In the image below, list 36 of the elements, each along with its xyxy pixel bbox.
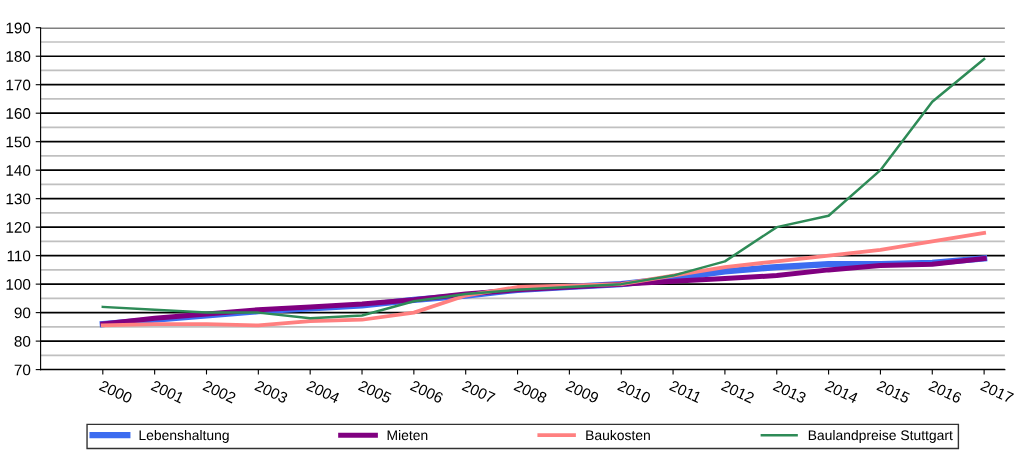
x-tick-label: 2005 [357, 380, 393, 404]
x-tick-label: 2010 [617, 380, 652, 404]
x-tick-label: 2015 [876, 380, 911, 404]
y-tick-label: 170 [6, 79, 31, 91]
y-tick-label: 190 [6, 22, 31, 34]
x-tick-label: 2006 [409, 380, 444, 404]
x-tick-label: 2008 [513, 380, 548, 404]
y-tick-label: 150 [6, 136, 31, 148]
x-tick-label: 2012 [720, 380, 755, 404]
x-tick-label: 2003 [254, 380, 289, 404]
x-tick-label: 2013 [772, 380, 807, 404]
x-tick-label: 2014 [824, 380, 859, 404]
y-tick-label: 90 [14, 307, 31, 319]
y-tick-label: 140 [6, 165, 31, 176]
x-tick-label: 2001 [150, 380, 185, 404]
y-tick-label: 80 [14, 335, 31, 347]
x-tick-label: 2016 [928, 380, 963, 404]
y-tick-label: 180 [6, 51, 31, 62]
x-tick-label: 2007 [461, 380, 496, 404]
line-series [101, 57, 986, 320]
y-tick-label: 120 [6, 222, 31, 233]
y-tick-label: 110 [7, 250, 31, 262]
legend-label: Lebenshaltung [139, 429, 229, 443]
legend-label: Baulandpreise Stuttgart [808, 429, 953, 443]
x-tick-label: 2000 [98, 380, 133, 404]
legend-label: Baukosten [586, 429, 650, 441]
x-tick-label: 2011 [669, 380, 702, 404]
y-tick-label: 70 [14, 364, 31, 376]
y-tick-label: 130 [6, 193, 31, 205]
x-tick-label: 2004 [306, 380, 341, 404]
x-tick-label: 2002 [202, 380, 237, 404]
x-tick-label: 2017 [980, 380, 1015, 404]
y-tick-label: 160 [6, 108, 31, 119]
x-tick-label: 2009 [565, 380, 600, 404]
legend-label: Mieten [387, 429, 428, 441]
y-tick-label: 100 [6, 279, 31, 290]
